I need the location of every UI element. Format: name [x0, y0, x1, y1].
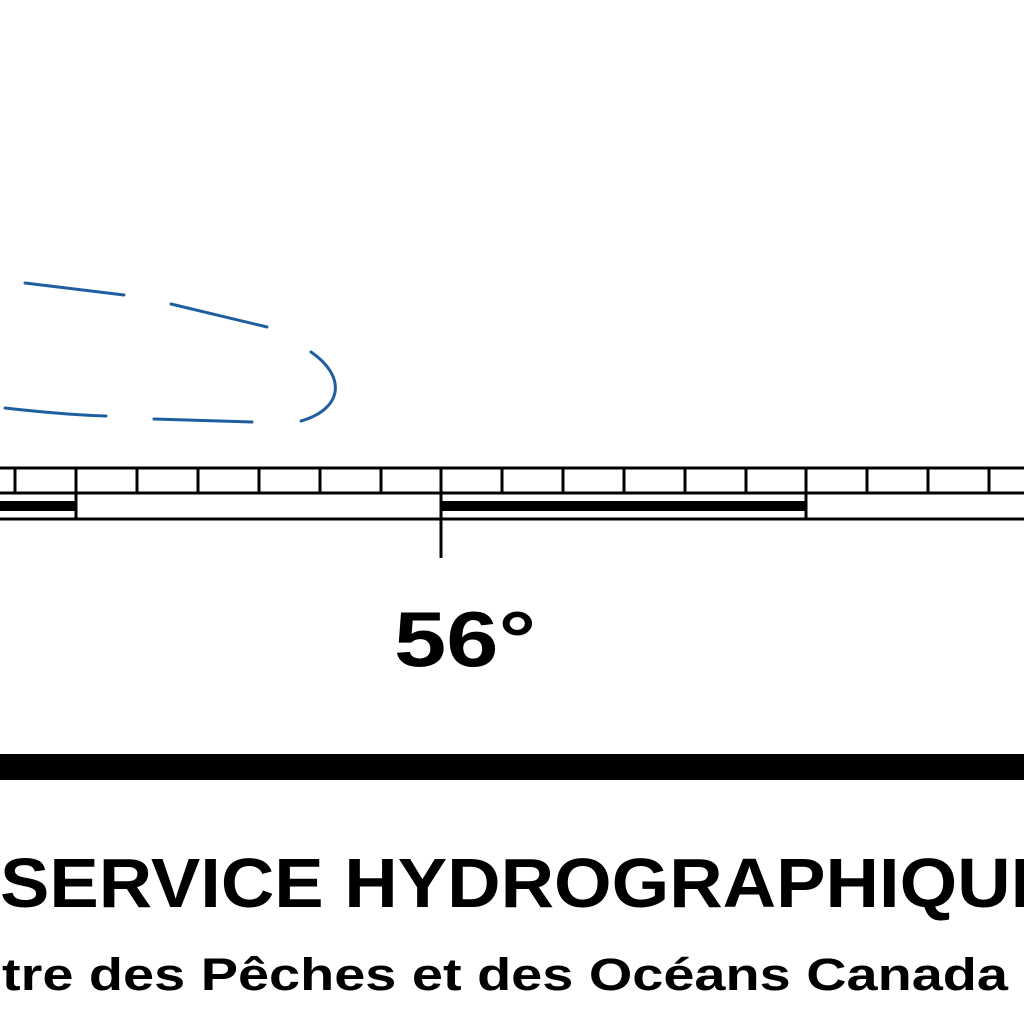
- contour-segment: [299, 350, 337, 423]
- scale-alternating-bars: [0, 501, 806, 511]
- ministry-name: tre des Pêches et des Océans Canada: [2, 949, 1009, 1000]
- meridian-label: 56°: [394, 595, 536, 683]
- agency-name: SERVICE HYDROGRAPHIQUE: [0, 844, 1024, 922]
- depth-contour: [3, 281, 337, 424]
- contour-segment: [152, 417, 254, 424]
- contour-segment: [169, 302, 269, 329]
- contour-segment: [23, 281, 126, 297]
- contour-segment: [3, 406, 108, 418]
- border-scale: [0, 466, 1024, 558]
- scale-major-ticks: [74, 468, 808, 558]
- title-block-rule: [0, 754, 1024, 780]
- scale-minute-ticks: [13, 468, 991, 493]
